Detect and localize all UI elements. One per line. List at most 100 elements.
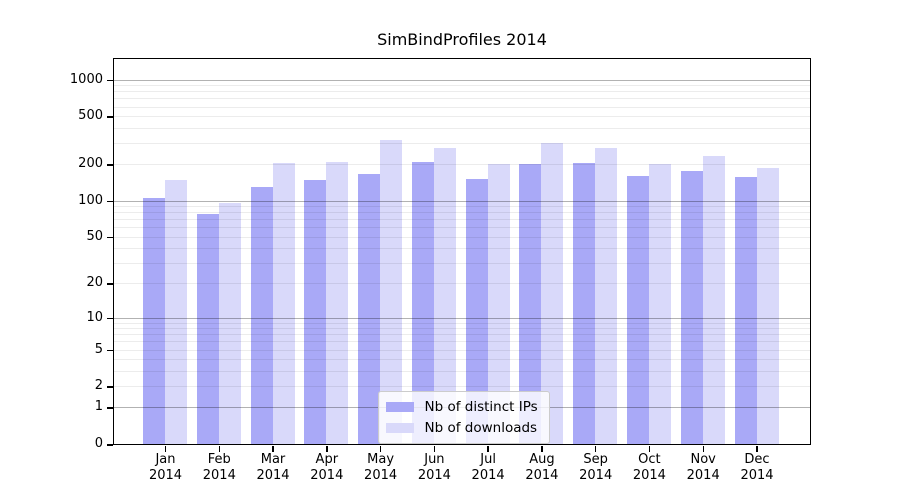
- bars-layer: [114, 59, 810, 444]
- x-tick-dec: [756, 445, 758, 452]
- y-tick-label-2: 2: [94, 378, 103, 394]
- y-tick-label-1: 1: [94, 399, 103, 415]
- legend-label-distinct-ips: Nb of distinct IPs: [424, 399, 538, 415]
- x-tick-apr: [326, 445, 328, 452]
- y-tick-label-100: 100: [78, 192, 103, 208]
- month-year: 2014: [471, 467, 505, 483]
- y-tick-0: [107, 444, 113, 446]
- x-tick-oct: [648, 445, 651, 452]
- y-tick-label-500: 500: [78, 108, 103, 124]
- month-name: Dec: [744, 452, 770, 467]
- x-tick-jul: [487, 445, 489, 452]
- month-name: Sep: [583, 452, 608, 467]
- bar-distinct-ips-feb: [196, 214, 219, 444]
- x-tick-nov: [702, 445, 704, 452]
- month-year: 2014: [632, 467, 666, 483]
- month-name: Aug: [529, 452, 555, 467]
- plot-area: Nb of distinct IPs Nb of downloads: [112, 58, 811, 445]
- legend-swatch-downloads: [385, 423, 414, 433]
- month-year: 2014: [256, 467, 290, 483]
- legend-label-downloads: Nb of downloads: [424, 420, 538, 436]
- bar-downloads-aug: [541, 143, 564, 444]
- month-year: 2014: [686, 467, 720, 483]
- x-tick-label-jul: Jul 2014: [456, 452, 520, 483]
- x-tick-label-may: May 2014: [349, 452, 413, 483]
- month-year: 2014: [202, 467, 236, 483]
- y-tick-label-200: 200: [78, 156, 103, 172]
- bar-downloads-apr: [326, 162, 349, 444]
- x-tick-label-nov: Nov 2014: [671, 452, 735, 483]
- x-tick-label-apr: Apr 2014: [295, 452, 359, 483]
- bar-distinct-ips-apr: [304, 180, 327, 444]
- chart-title: SimBindProfiles 2014: [377, 30, 547, 49]
- y-tick-label-0: 0: [94, 436, 103, 451]
- bar-downloads-jul: [487, 164, 510, 444]
- bar-distinct-ips-aug: [519, 164, 542, 444]
- bar-downloads-jan: [165, 180, 187, 444]
- bar-distinct-ips-may: [358, 174, 381, 444]
- y-tick-10: [107, 317, 113, 319]
- month-name: May: [367, 452, 395, 467]
- x-tick-label-feb: Feb 2014: [187, 452, 251, 483]
- bar-distinct-ips-oct: [626, 175, 649, 444]
- bar-downloads-sep: [595, 148, 618, 444]
- bar-distinct-ips-sep: [573, 162, 596, 444]
- month-year: 2014: [417, 467, 451, 483]
- x-tick-sep: [594, 445, 597, 452]
- bar-distinct-ips-dec: [734, 177, 757, 444]
- y-tick-2: [107, 386, 113, 388]
- y-tick-5: [107, 349, 113, 351]
- month-year: 2014: [364, 467, 398, 483]
- y-tick-100: [107, 200, 113, 203]
- month-year: 2014: [148, 467, 183, 483]
- month-name: Nov: [690, 452, 716, 467]
- bar-downloads-jun: [433, 148, 456, 444]
- y-tick-label-50: 50: [86, 228, 103, 244]
- x-tick-label-mar: Mar 2014: [241, 452, 305, 483]
- x-tick-jan: [164, 445, 167, 452]
- bar-downloads-feb: [218, 203, 241, 444]
- y-tick-label-1000: 1000: [69, 71, 103, 87]
- legend-item-distinct-ips: Nb of distinct IPs: [385, 399, 538, 415]
- bar-distinct-ips-jan: [143, 198, 165, 444]
- y-tick-500: [107, 116, 113, 118]
- y-tick-label-10: 10: [86, 309, 103, 325]
- bar-distinct-ips-jun: [411, 161, 434, 444]
- legend-item-downloads: Nb of downloads: [385, 420, 538, 436]
- y-tick-200: [107, 164, 113, 166]
- bar-downloads-mar: [272, 163, 295, 444]
- y-tick-label-20: 20: [86, 275, 103, 291]
- month-year: 2014: [579, 467, 613, 483]
- x-tick-feb: [218, 445, 220, 452]
- legend: Nb of distinct IPs Nb of downloads: [377, 391, 550, 444]
- bar-distinct-ips-mar: [250, 186, 273, 444]
- month-name: Jan: [155, 452, 176, 467]
- legend-swatch-distinct-ips: [385, 402, 414, 412]
- x-tick-aug: [541, 445, 543, 452]
- x-tick-may: [379, 445, 382, 452]
- x-tick-label-dec: Dec 2014: [725, 452, 789, 483]
- bar-downloads-dec: [756, 168, 779, 444]
- x-tick-label-aug: Aug 2014: [510, 452, 574, 483]
- y-tick-1: [107, 407, 113, 409]
- x-tick-label-sep: Sep 2014: [564, 452, 628, 483]
- month-name: Apr: [315, 452, 339, 467]
- month-name: Mar: [260, 452, 286, 467]
- month-name: Jun: [424, 452, 445, 467]
- month-year: 2014: [740, 467, 774, 483]
- bar-downloads-oct: [648, 164, 671, 444]
- x-tick-label-oct: Oct 2014: [617, 452, 681, 483]
- month-year: 2014: [525, 467, 559, 483]
- x-tick-label-jun: Jun 2014: [402, 452, 466, 483]
- month-name: Feb: [207, 452, 231, 467]
- y-tick-20: [107, 283, 113, 285]
- bar-downloads-may: [380, 139, 403, 444]
- y-tick-50: [107, 236, 113, 239]
- bar-distinct-ips-jul: [465, 179, 488, 444]
- month-name: Jul: [480, 452, 496, 467]
- y-tick-1000: [107, 79, 113, 82]
- bar-distinct-ips-nov: [680, 171, 703, 444]
- x-tick-jun: [433, 445, 436, 452]
- y-tick-label-5: 5: [94, 341, 103, 357]
